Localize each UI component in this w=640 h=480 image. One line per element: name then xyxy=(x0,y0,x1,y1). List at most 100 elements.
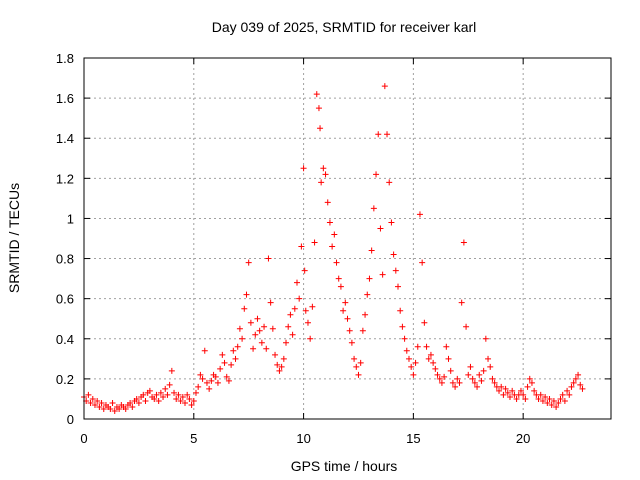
y-axis-label: SRMTID / TECUs xyxy=(6,183,22,293)
data-point-marker xyxy=(463,323,470,330)
data-point-marker xyxy=(509,387,516,394)
data-point-marker xyxy=(326,219,333,226)
y-tick-label: 0.2 xyxy=(56,372,74,387)
data-point-marker xyxy=(568,383,575,390)
data-point-marker xyxy=(301,267,308,274)
data-point-marker xyxy=(458,299,465,306)
data-point-marker xyxy=(228,361,235,368)
data-point-marker xyxy=(221,359,228,366)
x-tick-label: 10 xyxy=(296,431,310,446)
data-point-marker xyxy=(280,355,287,362)
data-point-marker xyxy=(171,389,178,396)
data-point-marker xyxy=(318,179,325,186)
data-point-marker xyxy=(177,397,184,404)
y-tick-label: 1.8 xyxy=(56,51,74,66)
data-point-marker xyxy=(427,351,434,358)
data-point-marker xyxy=(577,381,584,388)
data-point-marker xyxy=(274,361,281,368)
data-point-marker xyxy=(381,83,388,90)
data-point-marker xyxy=(188,401,195,408)
x-tick-label: 15 xyxy=(406,431,420,446)
data-point-marker xyxy=(370,205,377,212)
data-point-marker xyxy=(324,199,331,206)
data-point-marker xyxy=(447,367,454,374)
data-point-marker xyxy=(239,335,246,342)
data-point-marker xyxy=(416,211,423,218)
data-point-marker xyxy=(502,385,509,392)
data-point-marker xyxy=(564,387,571,394)
data-point-marker xyxy=(342,299,349,306)
data-point-marker xyxy=(469,375,476,382)
x-axis-label: GPS time / hours xyxy=(291,458,398,474)
data-point-marker xyxy=(283,339,290,346)
data-point-marker xyxy=(575,371,582,378)
data-point-marker xyxy=(267,299,274,306)
data-point-marker xyxy=(258,339,265,346)
data-point-marker xyxy=(190,397,197,404)
data-point-marker xyxy=(546,395,553,402)
data-point-marker xyxy=(162,385,169,392)
data-point-marker xyxy=(517,387,524,394)
data-point-marker xyxy=(408,363,415,370)
data-point-marker xyxy=(480,367,487,374)
data-point-marker xyxy=(465,371,472,378)
data-point-marker xyxy=(351,355,358,362)
data-point-marker xyxy=(153,391,160,398)
data-point-marker xyxy=(201,347,208,354)
data-point-marker xyxy=(173,395,180,402)
data-point-marker xyxy=(498,383,505,390)
y-tick-label: 0.6 xyxy=(56,292,74,307)
data-markers xyxy=(81,83,586,414)
data-point-marker xyxy=(346,327,353,334)
x-tick-label: 0 xyxy=(80,431,87,446)
data-point-marker xyxy=(203,379,210,386)
data-point-marker xyxy=(535,395,542,402)
data-point-marker xyxy=(184,391,191,398)
data-point-marker xyxy=(491,379,498,386)
data-point-marker xyxy=(243,291,250,298)
data-point-marker xyxy=(425,355,432,362)
data-point-marker xyxy=(146,387,153,394)
data-point-marker xyxy=(555,399,562,406)
data-point-marker xyxy=(520,391,527,398)
data-point-marker xyxy=(333,259,340,266)
data-point-marker xyxy=(98,399,105,406)
data-point-marker xyxy=(548,401,555,408)
data-point-marker xyxy=(375,131,382,138)
data-point-marker xyxy=(443,343,450,350)
y-tick-label: 1.6 xyxy=(56,91,74,106)
data-point-marker xyxy=(212,373,219,380)
data-point-marker xyxy=(89,395,96,402)
data-point-marker xyxy=(432,365,439,372)
data-point-marker xyxy=(399,323,406,330)
data-point-marker xyxy=(485,355,492,362)
data-point-marker xyxy=(388,219,395,226)
data-point-marker xyxy=(140,391,147,398)
data-point-marker xyxy=(311,239,318,246)
data-point-marker xyxy=(298,243,305,250)
data-point-marker xyxy=(217,365,224,372)
data-point-marker xyxy=(300,165,307,172)
data-point-marker xyxy=(460,239,467,246)
data-point-marker xyxy=(550,397,557,404)
data-point-marker xyxy=(179,393,186,400)
data-point-marker xyxy=(504,389,511,396)
data-point-marker xyxy=(476,371,483,378)
data-point-marker xyxy=(373,171,380,178)
data-point-marker xyxy=(289,331,296,338)
y-tick-label: 1 xyxy=(67,211,74,226)
data-point-marker xyxy=(335,275,342,282)
data-point-marker xyxy=(85,391,92,398)
data-point-marker xyxy=(285,323,292,330)
data-point-marker xyxy=(91,401,98,408)
data-point-marker xyxy=(348,339,355,346)
data-point-marker xyxy=(445,355,452,362)
y-tick-labels: 0 0.2 0.4 0.6 0.8 1 1.2 1.4 1.6 1.8 xyxy=(56,51,74,427)
data-point-marker xyxy=(526,375,533,382)
data-point-marker xyxy=(307,335,314,342)
data-point-marker xyxy=(357,359,364,366)
plot-frame xyxy=(83,57,612,420)
data-point-marker xyxy=(542,393,549,400)
data-point-marker xyxy=(96,403,103,410)
